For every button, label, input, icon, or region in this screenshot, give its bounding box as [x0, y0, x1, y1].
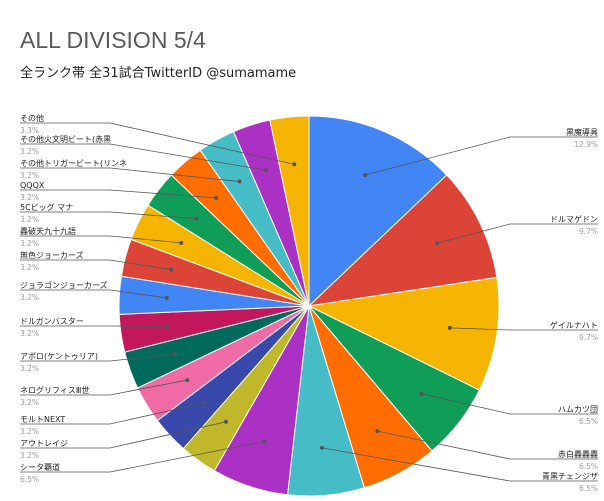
leader-line — [20, 167, 240, 182]
slice-label: その他火文明ビート(赤黒 — [20, 134, 111, 144]
slice-label: 轟破天九十九語 — [20, 226, 76, 236]
slice-labels: 黒魔導具 12.9% ドルマゲドン 9.7% ゲイルナハト 9.7% ハムカツ団 6.5% 赤白… — [20, 113, 598, 493]
slice-label: 無色ジョーカーズ — [20, 250, 84, 260]
slice-percent: 3.2% — [20, 215, 39, 224]
slice-percent: 6.5% — [579, 462, 598, 471]
leader-line — [20, 259, 172, 271]
slice-percent: 3.3% — [20, 126, 39, 135]
slice-percent: 12.9% — [574, 140, 598, 149]
slice-label: 黒魔導具 — [566, 127, 598, 137]
slice-label: その他 — [20, 113, 44, 123]
leader-line — [377, 430, 598, 460]
slice-label: ネログリフィスⅢ世 — [20, 385, 89, 395]
leader-line — [20, 379, 188, 396]
leader-line — [321, 447, 598, 482]
slice-label: ドルガンバスター — [20, 316, 84, 326]
leader-line — [20, 353, 175, 362]
slice-label: ゲイルナハト — [550, 320, 598, 330]
pie-slice — [307, 276, 500, 391]
pie-slices — [118, 115, 500, 497]
slice-percent: 3.2% — [20, 329, 39, 338]
slice-percent: 3.2% — [20, 293, 39, 302]
slice-percent: 3.2% — [20, 427, 39, 436]
slice-percent: 3.2% — [20, 239, 39, 248]
slice-label: QQQX — [20, 181, 45, 190]
leader-line — [20, 325, 168, 327]
slice-percent: 3.2% — [20, 364, 39, 373]
pie-slice — [308, 115, 448, 308]
slice-percent: 3.2% — [20, 263, 39, 272]
leader-line — [20, 235, 182, 244]
leader-line — [436, 223, 598, 244]
slice-percent: 6.5% — [579, 417, 598, 426]
slice-percent: 9.7% — [579, 333, 598, 342]
slice-label: 赤白轟轟轟 — [558, 449, 598, 459]
slice-percent: 6.5% — [579, 484, 598, 493]
leader-line — [20, 402, 205, 425]
slice-percent: 3.2% — [20, 193, 39, 202]
chart-title: ALL DIVISION 5/4 — [20, 27, 206, 53]
slice-label: モルトNEXT — [20, 415, 65, 424]
pie-slice — [269, 115, 310, 307]
chart-subtitle: 全ランク帯 全31試合TwitterID @sumamame — [20, 65, 296, 81]
leader-line — [449, 327, 598, 331]
leader-line — [20, 122, 295, 165]
slice-percent: 3.2% — [20, 398, 39, 407]
slice-percent: 9.7% — [579, 227, 598, 236]
slice-label: ハムカツ団 — [558, 405, 598, 414]
leader-line — [20, 289, 167, 299]
slice-percent: 6.5% — [20, 475, 39, 484]
leader-line — [20, 189, 217, 199]
slice-percent: 3.2% — [20, 171, 39, 180]
slice-percent: 3.2% — [20, 451, 39, 460]
leader-line — [20, 143, 266, 171]
slice-label: ジョラゴンジョーカーズ — [20, 280, 108, 290]
slice-label: その他トリガービート(リンネ — [20, 158, 127, 168]
leader-line — [421, 393, 598, 415]
slice-label: シータ覇道 — [20, 462, 60, 472]
slice-label: 青黒チェンジザ — [542, 471, 598, 481]
leader-line — [365, 136, 598, 176]
slice-percent: 3.2% — [20, 147, 39, 156]
leader-line — [20, 421, 227, 449]
pie-slice — [307, 174, 498, 307]
slice-label: 5Cビッグ マナ — [20, 202, 73, 212]
slice-label: ドルマゲドン — [550, 214, 598, 224]
slice-label: アウトレイジ — [20, 439, 68, 448]
slice-label: アポロ(ケントゥリア) — [20, 352, 98, 361]
leader-line — [20, 440, 265, 473]
leader-line — [20, 211, 197, 220]
